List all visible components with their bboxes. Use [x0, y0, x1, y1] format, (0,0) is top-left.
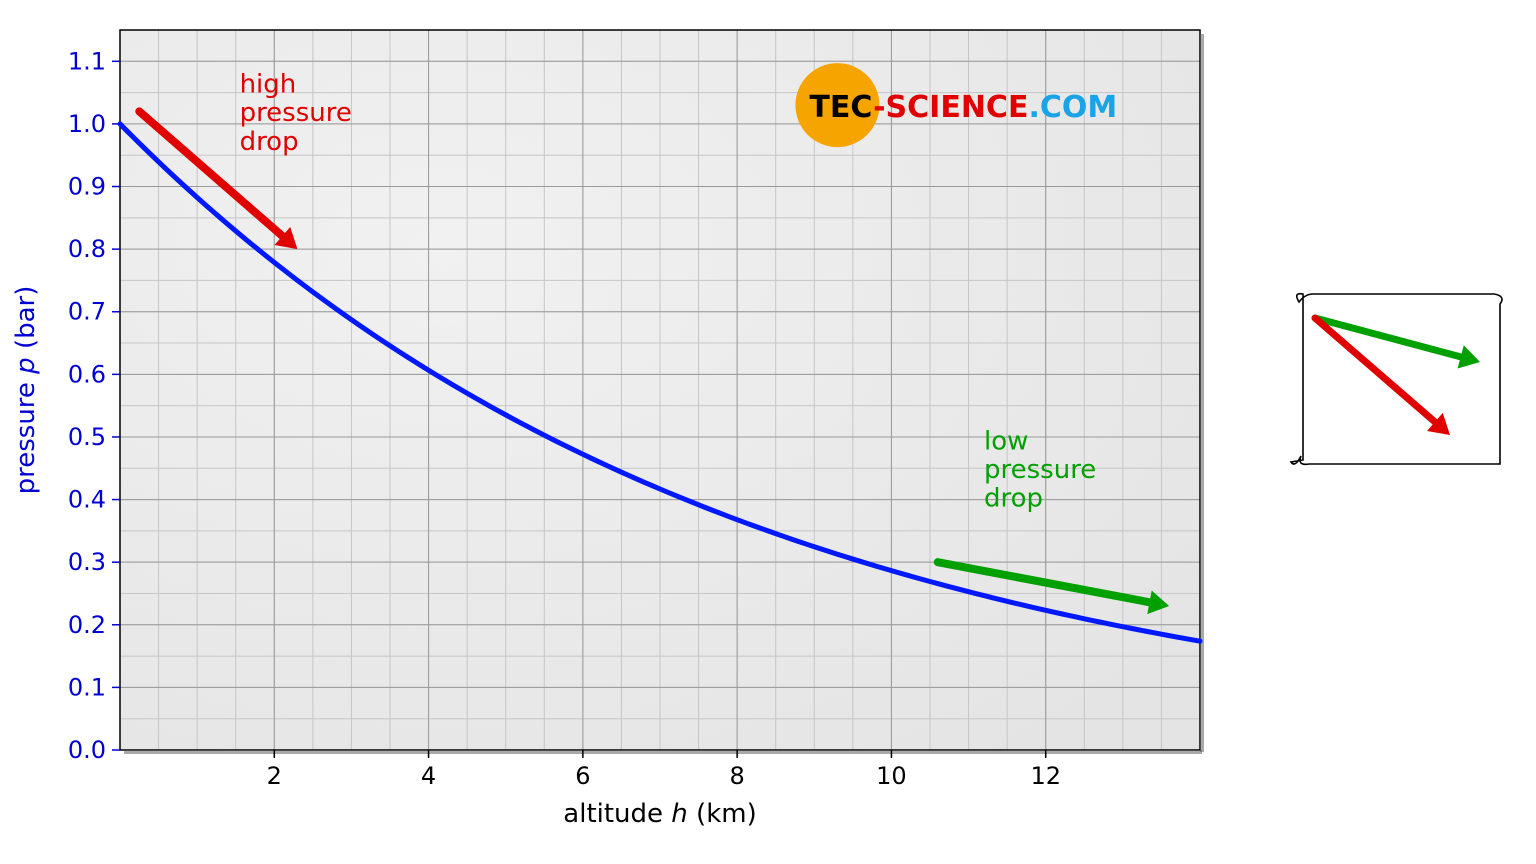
- inset-panel: [1291, 294, 1502, 465]
- svg-text:1.0: 1.0: [68, 110, 106, 138]
- y-axis-label: pressure p (bar): [11, 286, 41, 495]
- svg-text:0.4: 0.4: [68, 486, 106, 514]
- svg-text:0.6: 0.6: [68, 360, 106, 388]
- svg-text:1.1: 1.1: [68, 47, 106, 75]
- svg-text:2: 2: [267, 762, 282, 790]
- svg-text:0.3: 0.3: [68, 548, 106, 576]
- svg-text:0.5: 0.5: [68, 423, 106, 451]
- svg-text:TEC-SCIENCE.COM: TEC-SCIENCE.COM: [809, 90, 1117, 125]
- svg-text:0.2: 0.2: [68, 611, 106, 639]
- svg-text:8: 8: [730, 762, 745, 790]
- svg-text:4: 4: [421, 762, 436, 790]
- svg-text:0.9: 0.9: [68, 173, 106, 201]
- svg-text:0.7: 0.7: [68, 298, 106, 326]
- svg-text:0.1: 0.1: [68, 673, 106, 701]
- svg-text:6: 6: [575, 762, 590, 790]
- svg-text:0.0: 0.0: [68, 736, 106, 764]
- svg-text:12: 12: [1030, 762, 1061, 790]
- svg-text:0.8: 0.8: [68, 235, 106, 263]
- svg-text:10: 10: [876, 762, 907, 790]
- x-axis-label: altitude h (km): [563, 799, 756, 829]
